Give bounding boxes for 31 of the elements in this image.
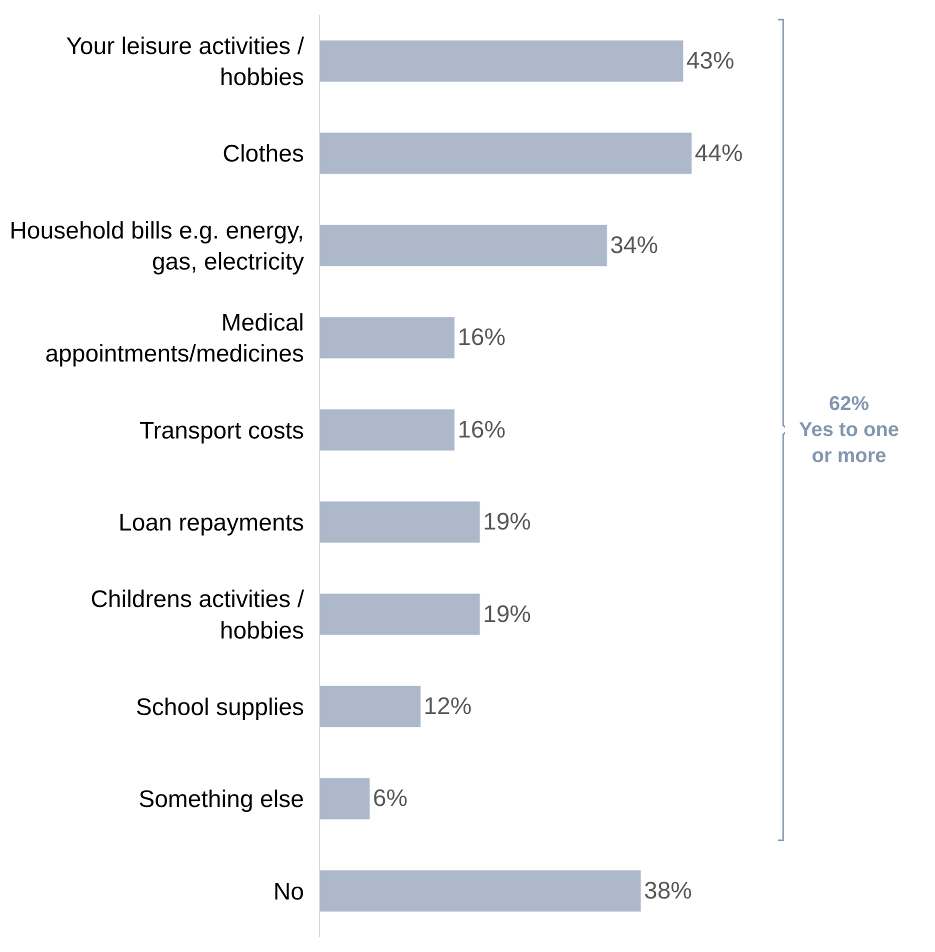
bar xyxy=(319,686,421,728)
data-label: 16% xyxy=(458,324,506,352)
data-label: 38% xyxy=(644,877,692,904)
data-label: 43% xyxy=(686,48,734,75)
y-tick-label: Transport costs xyxy=(140,417,304,444)
bar xyxy=(319,501,480,544)
y-tick-label: No xyxy=(273,878,304,906)
y-tick-label: Childrens activities / hobbies xyxy=(90,586,304,644)
bar xyxy=(319,593,480,636)
bar xyxy=(319,870,642,912)
data-label: 12% xyxy=(424,693,472,720)
data-label: 44% xyxy=(694,140,743,167)
y-tick-label: Loan repayments xyxy=(118,510,304,536)
data-label: 16% xyxy=(458,416,506,444)
y-tick-label: Medical appointments/medicines xyxy=(45,310,304,368)
data-label: 34% xyxy=(610,232,658,260)
bar xyxy=(319,778,370,820)
data-label: 19% xyxy=(482,600,532,628)
y-tick-label: Your leisure activities / hobbies xyxy=(66,32,304,92)
y-tick-label: Something else xyxy=(138,786,304,814)
data-label: 19% xyxy=(482,508,532,536)
bar xyxy=(319,224,608,266)
y-tick-label: School supplies xyxy=(136,694,304,721)
bar xyxy=(319,40,684,82)
data-label: 6% xyxy=(372,785,408,812)
bar xyxy=(319,316,455,359)
bar xyxy=(319,132,692,174)
bar xyxy=(319,408,455,451)
y-tick-label: Clothes xyxy=(222,140,304,168)
y-tick-label: Household bills e.g. energy, gas, electricity xyxy=(10,217,304,276)
text: 62% Yes to one or more xyxy=(799,393,900,467)
